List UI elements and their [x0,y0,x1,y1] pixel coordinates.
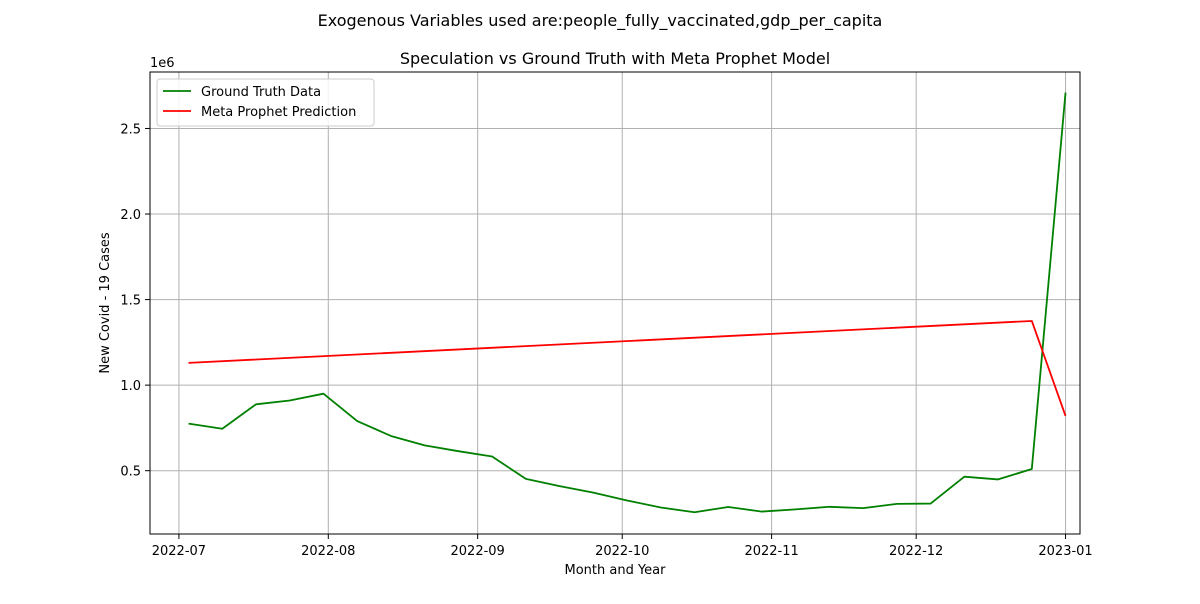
legend: Ground Truth Data Meta Prophet Prediction [156,78,375,127]
x-tick-label: 2022-07 [152,544,206,559]
y-offset-label: 1e6 [150,56,175,71]
figure-suptitle: Exogenous Variables used are:people_full… [318,11,883,31]
y-tick-label: 1.5 [120,294,141,309]
x-tick-label: 2022-11 [744,544,798,559]
y-axis-label: New Covid - 19 Cases [98,232,113,374]
y-tick-label: 2.0 [120,208,141,223]
series-layer [188,92,1067,514]
x-tick-label: 2022-12 [889,544,943,559]
y-tick-label: 2.5 [120,122,141,137]
x-axis-label: Month and Year [565,563,667,578]
chart-title: Speculation vs Ground Truth with Meta Pr… [400,49,830,68]
x-tick-label: 2023-01 [1038,544,1092,559]
grid [150,72,1080,534]
legend-label: Ground Truth Data [201,85,321,100]
ticks: 2022-07 2022-08 2022-09 2022-10 2022-11 2022-… [120,122,1092,559]
series-line-meta-prophet-prediction [188,320,1067,417]
legend-label: Meta Prophet Prediction [201,105,356,120]
x-tick-label: 2022-10 [595,544,649,559]
legend-box [156,78,375,127]
plot-frame [149,71,1081,535]
y-tick-label: 1.0 [120,379,141,394]
y-tick-label: 0.5 [120,465,141,480]
x-tick-label: 2022-09 [451,544,505,559]
series-line-ground-truth-data [188,92,1067,514]
x-tick-label: 2022-08 [301,544,355,559]
